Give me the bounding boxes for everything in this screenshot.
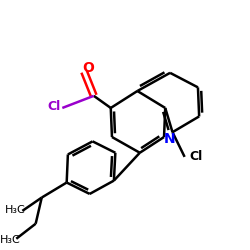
Text: H₃C: H₃C [0,235,20,245]
Text: H₃C: H₃C [5,205,25,215]
Text: O: O [82,61,94,75]
Text: N: N [164,132,175,146]
Text: Cl: Cl [189,150,202,163]
Text: Cl: Cl [47,100,60,113]
